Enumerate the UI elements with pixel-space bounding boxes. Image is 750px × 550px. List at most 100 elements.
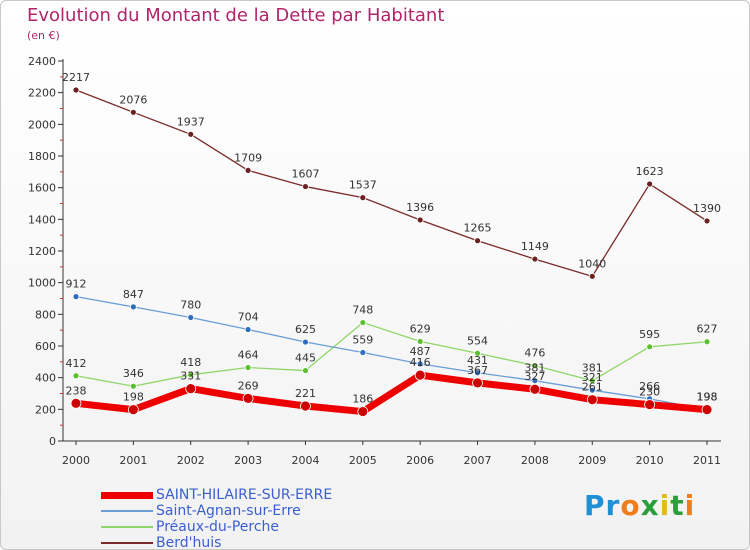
data-point	[474, 369, 481, 377]
data-label: 367	[467, 364, 488, 377]
data-label: 559	[352, 333, 373, 346]
chart-subtitle: (en €)	[27, 29, 60, 42]
data-point	[472, 377, 483, 389]
x-tick-label: 2010	[636, 454, 664, 467]
data-point	[129, 303, 137, 311]
data-label: 1149	[521, 240, 549, 253]
data-point	[529, 383, 541, 395]
data-point	[531, 255, 539, 263]
data-label: 431	[467, 354, 488, 367]
data-point	[703, 338, 711, 346]
legend-swatch	[101, 542, 153, 544]
data-label: 748	[352, 304, 373, 317]
legend-item: Préaux-du-Perche	[101, 519, 332, 535]
y-tick-label: 800	[35, 308, 56, 321]
data-point	[474, 237, 481, 245]
data-label: 476	[524, 347, 545, 360]
data-label: 221	[295, 387, 316, 400]
data-label: 266	[639, 380, 660, 393]
legend-label: SAINT-HILAIRE-SUR-ERRE	[156, 487, 333, 503]
x-tick-label: 2006	[406, 454, 434, 467]
data-label: 381	[582, 362, 603, 375]
data-point	[187, 130, 195, 138]
data-point	[703, 217, 711, 225]
data-point	[129, 108, 137, 116]
data-point	[646, 180, 654, 188]
data-label: 1265	[464, 222, 492, 235]
data-label: 412	[66, 357, 87, 370]
data-point	[72, 372, 80, 380]
data-label: 780	[180, 299, 201, 312]
data-label: 625	[295, 323, 316, 336]
y-tick-label: 1000	[28, 277, 56, 290]
chart-title: Evolution du Montant de la Dette par Hab…	[27, 5, 445, 26]
legend-item: Saint-Agnan-sur-Erre	[101, 503, 332, 519]
data-label: 595	[639, 328, 660, 341]
data-label: 198	[123, 391, 144, 404]
data-point	[357, 406, 369, 417]
data-point	[588, 377, 596, 385]
data-point	[414, 369, 426, 381]
data-label: 321	[582, 371, 603, 384]
data-point	[588, 386, 596, 394]
data-label: 554	[467, 334, 488, 347]
data-label: 704	[238, 311, 259, 324]
data-label: 1937	[177, 115, 205, 128]
data-point	[302, 367, 309, 374]
data-point	[302, 183, 309, 190]
data-label: 1040	[578, 257, 606, 270]
data-point	[72, 293, 80, 301]
data-point	[302, 338, 309, 346]
data-label: 1709	[234, 151, 262, 164]
y-tick-label: 2000	[28, 118, 56, 131]
data-label: 445	[295, 352, 316, 365]
x-tick-label: 2007	[464, 454, 492, 467]
x-tick-label: 2001	[119, 454, 147, 467]
data-label: 464	[238, 349, 259, 362]
x-tick-label: 2011	[693, 454, 721, 467]
data-label: 238	[66, 384, 87, 397]
data-label: 1607	[291, 168, 319, 181]
x-tick-label: 2003	[234, 454, 262, 467]
series-line	[75, 321, 708, 387]
data-label: 847	[123, 288, 144, 301]
data-point	[359, 319, 367, 326]
x-tick-label: 2000	[62, 454, 90, 467]
data-label: 418	[180, 356, 201, 369]
data-point	[187, 314, 195, 321]
data-point	[646, 343, 654, 351]
data-point	[244, 326, 252, 333]
series-line	[75, 295, 708, 411]
y-tick-label: 1800	[28, 150, 56, 163]
legend-swatch	[101, 510, 153, 512]
y-tick-label: 2400	[28, 55, 56, 68]
data-point	[416, 338, 424, 345]
x-tick-label: 2009	[578, 454, 606, 467]
data-point	[359, 194, 367, 202]
data-label: 269	[238, 379, 259, 392]
data-label: 2217	[62, 71, 90, 84]
data-label: 912	[66, 278, 87, 291]
data-label: 198	[697, 391, 718, 404]
y-tick-label: 400	[35, 372, 56, 385]
data-point	[129, 382, 137, 390]
data-point	[586, 394, 598, 406]
data-point	[244, 364, 252, 371]
data-label: 627	[697, 323, 718, 336]
data-point	[588, 272, 596, 280]
data-point	[244, 167, 252, 174]
y-tick-label: 1600	[28, 182, 56, 195]
x-tick-label: 2002	[177, 454, 205, 467]
data-label: 327	[524, 370, 545, 383]
data-label: 416	[410, 356, 431, 369]
data-point	[72, 86, 80, 94]
data-label: 1623	[636, 165, 664, 178]
legend-swatch	[101, 491, 153, 499]
legend-swatch	[101, 526, 153, 528]
data-point	[242, 393, 254, 404]
data-point	[531, 362, 539, 370]
data-point	[644, 399, 656, 410]
data-point	[127, 404, 139, 416]
y-tick-label: 2200	[28, 87, 56, 100]
